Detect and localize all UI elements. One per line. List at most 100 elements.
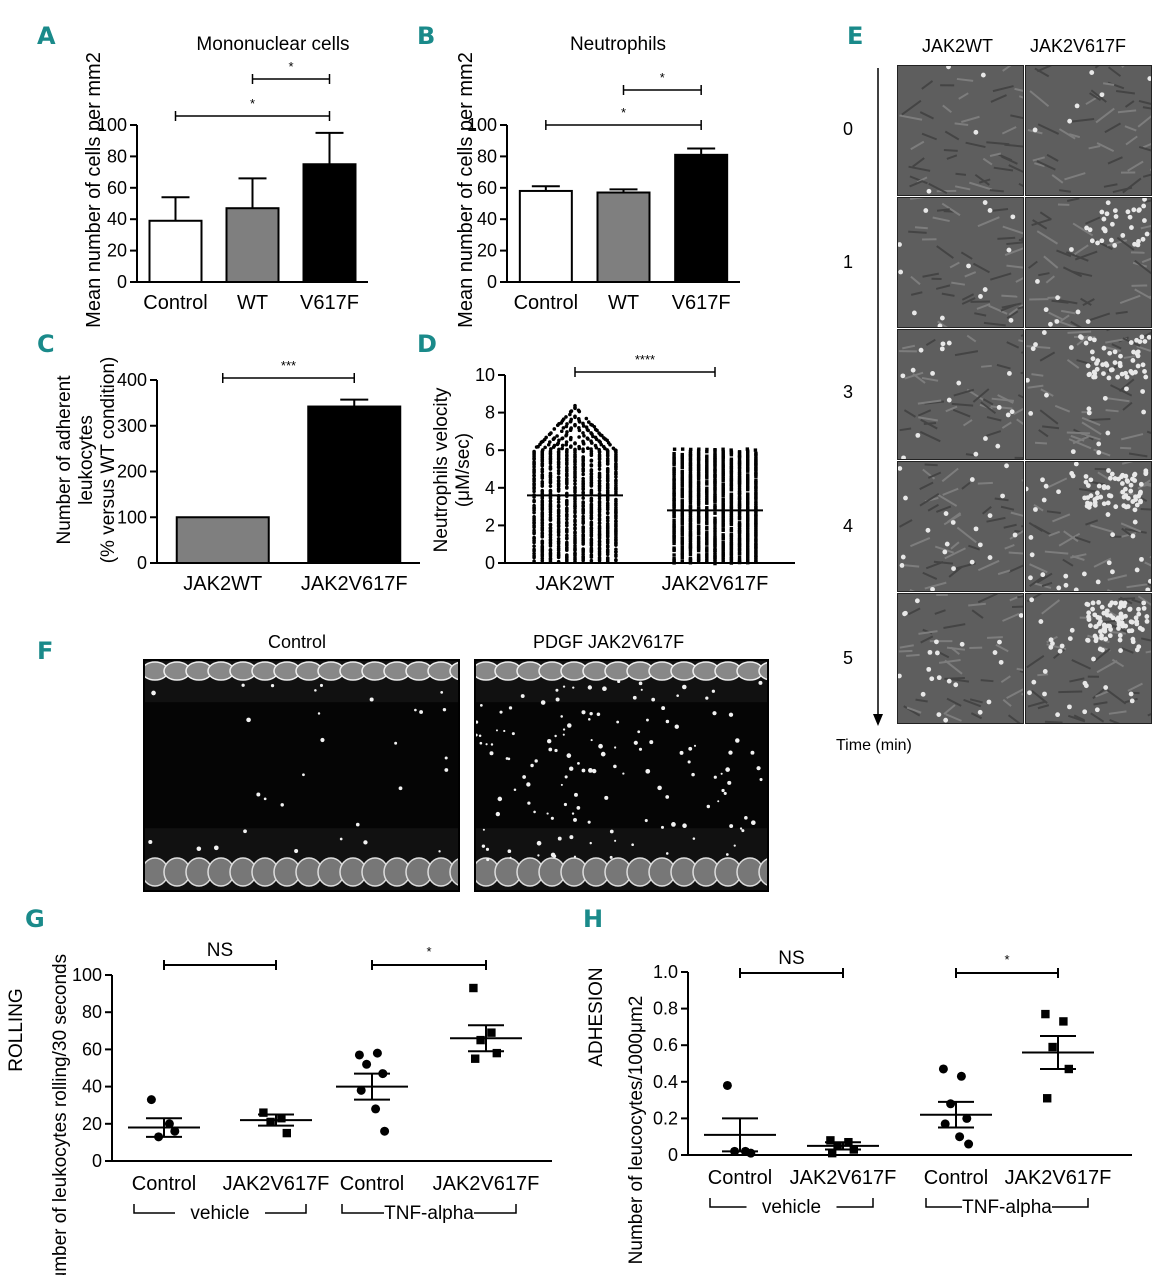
chart-d-point (688, 484, 693, 489)
tile-cell-texture (1080, 432, 1101, 441)
tile-cell-texture (1068, 133, 1081, 139)
vessel-leukocyte (693, 744, 697, 747)
vessel-leukocyte (721, 788, 725, 793)
tile-cell-texture (1039, 409, 1059, 425)
chart-d-point (754, 492, 758, 496)
chart-d-point (713, 543, 717, 547)
tile-leukocyte (1117, 637, 1123, 643)
vessel-leukocyte (537, 854, 540, 857)
chart-d-point (746, 558, 750, 562)
tile-cell-texture (1104, 122, 1122, 134)
chart-d-point (737, 535, 742, 540)
chart-d-point (561, 426, 566, 430)
chart-d-point (556, 513, 561, 518)
tile-cell-texture (1071, 118, 1095, 123)
chart-d-point (713, 485, 717, 489)
vessel-leukocyte (651, 697, 656, 702)
chart-d-point (737, 473, 742, 477)
chart-d-point (705, 480, 709, 484)
tile-cell-texture (1141, 257, 1151, 264)
chart-d-point (696, 539, 701, 543)
vessel-leukocyte (622, 772, 625, 775)
chart-d-point (573, 530, 577, 534)
vessel-leukocyte (414, 708, 417, 712)
tile-cell-texture (1039, 351, 1056, 362)
chart-d-point (705, 493, 709, 498)
chart-d-point (754, 520, 758, 525)
tile-cell-texture (934, 609, 946, 615)
tile-cell-texture (1044, 550, 1069, 555)
chart-d-point (584, 416, 589, 421)
tile-leukocyte (1090, 606, 1095, 612)
tile-cell-texture (921, 132, 938, 141)
chart-d-point (564, 432, 569, 437)
tile-leukocyte (936, 712, 942, 718)
tile-cell-texture (936, 245, 954, 259)
chart-d-point (713, 487, 717, 491)
tile-cell-texture (1125, 135, 1138, 146)
tile-leukocyte (1083, 474, 1089, 479)
vessel-leukocyte (592, 768, 597, 774)
tile-cell-texture (1065, 251, 1089, 262)
vessel-leukocyte (569, 766, 574, 771)
chart-d-point (548, 502, 553, 506)
vessel-leukocyte (485, 847, 490, 851)
chart-d-point (680, 525, 684, 529)
tile-cell-texture (986, 141, 1010, 146)
tile-cell-texture (981, 364, 992, 368)
vessel-leukocyte (725, 767, 730, 772)
tile-cell-texture (927, 471, 942, 479)
tile-leukocyte (1083, 340, 1089, 346)
chart-h-category-label: Control (708, 1167, 772, 1189)
chart-d-point (746, 469, 750, 473)
chart-d-point (680, 518, 684, 522)
chart-d-point (746, 514, 750, 518)
chart-d-point (705, 556, 709, 560)
tile-leukocyte (1029, 552, 1035, 558)
chart-d-point (605, 537, 610, 542)
tile-cell-texture (990, 272, 1012, 281)
chart-d-point (696, 480, 701, 485)
chart-c-y-label: (% versus WT condition) (98, 357, 119, 564)
tile-cell-texture (1000, 303, 1017, 312)
panel-e-row-label: 3 (843, 382, 854, 402)
tile-cell-texture (1087, 417, 1111, 421)
tile-leukocyte (1096, 600, 1102, 605)
tile-leukocyte (1134, 502, 1140, 508)
chart-d-point (680, 492, 684, 496)
tile-leukocyte (1082, 709, 1088, 715)
chart-d-point (680, 447, 685, 451)
chart-d-point (721, 489, 725, 494)
chart-d-point (754, 558, 758, 562)
chart-h-category-label: JAK2V617F (1005, 1167, 1112, 1189)
chart-d-point (729, 485, 734, 489)
vessel-leukocyte (505, 757, 509, 760)
tile-leukocyte (1142, 369, 1147, 374)
tile-cell-texture (1045, 477, 1068, 490)
tile-cell-texture (1006, 688, 1023, 700)
tile-cell-texture (951, 281, 966, 286)
chart-d-point (729, 559, 734, 564)
chart-d-point (729, 495, 734, 499)
tile-leukocyte (1094, 707, 1100, 713)
chart-d-point (532, 514, 536, 519)
chart-d-point (573, 513, 577, 518)
chart-d-point (581, 496, 585, 500)
tile-cell-texture (1017, 595, 1023, 599)
chart-d-point (565, 533, 569, 538)
chart-d-point (672, 523, 676, 528)
vessel-leukocyte (712, 711, 717, 716)
tile-leukocyte (1074, 103, 1080, 109)
vessel-leukocyte (604, 795, 609, 800)
chart-h-point (1043, 1094, 1052, 1103)
tile-leukocyte (1147, 578, 1151, 584)
tile-leukocyte (1128, 369, 1134, 374)
tile-leukocyte (1087, 227, 1093, 233)
tile-cell-texture (953, 388, 975, 397)
chart-d-point (680, 527, 684, 532)
chart-d-point (593, 443, 598, 448)
chart-c-category-label: JAK2WT (183, 573, 262, 595)
tile-cell-texture (1026, 654, 1045, 669)
tile-leukocyte (1091, 656, 1096, 662)
tile-leukocyte (1000, 493, 1005, 499)
